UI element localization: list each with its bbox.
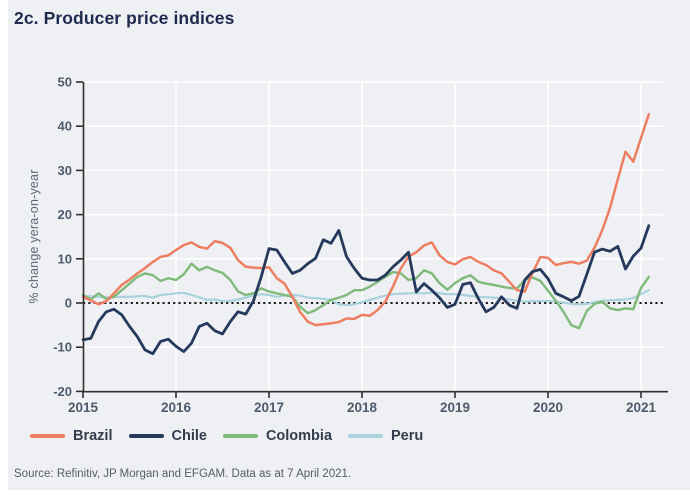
legend-label-brazil: Brazil <box>73 428 113 444</box>
chart-legend: Brazil Chile Colombia Peru <box>30 428 439 444</box>
series-line-chile <box>81 224 651 356</box>
y-tick-label: 50 <box>58 75 72 90</box>
legend-label-colombia: Colombia <box>265 428 333 444</box>
y-tick-label: -20 <box>53 384 72 399</box>
y-tick-label: 0 <box>65 296 72 311</box>
x-tick-label: 2015 <box>68 400 99 415</box>
x-tick-label: 2016 <box>161 400 192 415</box>
source-note: Source: Refinitiv, JP Morgan and EFGAM. … <box>14 468 352 480</box>
legend-swatch-colombia <box>222 434 258 438</box>
series-line-peru <box>81 289 650 307</box>
series-line-brazil <box>81 113 651 327</box>
x-tick-label: 2019 <box>440 400 470 415</box>
y-tick-label: 10 <box>58 251 72 266</box>
y-axis-title: % change yera-on-year <box>27 169 41 303</box>
legend-item-chile: Chile <box>128 428 207 444</box>
series-line-colombia <box>81 262 650 330</box>
legend-item-brazil: Brazil <box>30 428 113 444</box>
y-tick-label: 20 <box>58 207 72 222</box>
x-tick-label: 2018 <box>347 400 378 415</box>
y-tick-label: 40 <box>58 119 72 134</box>
legend-label-peru: Peru <box>391 428 424 444</box>
legend-item-colombia: Colombia <box>222 428 333 444</box>
legend-swatch-brazil <box>30 434 65 438</box>
chart-title: 2c. Producer price indices <box>14 8 235 28</box>
legend-swatch-chile <box>128 434 164 438</box>
legend-swatch-peru <box>348 434 384 438</box>
x-tick-label: 2017 <box>254 400 284 415</box>
x-tick-label: 2020 <box>533 400 563 415</box>
x-tick-label: 2021 <box>626 400 657 415</box>
y-tick-label: 30 <box>58 163 72 178</box>
legend-label-chile: Chile <box>171 428 207 444</box>
legend-item-peru: Peru <box>348 428 423 444</box>
y-tick-label: -10 <box>53 340 72 355</box>
